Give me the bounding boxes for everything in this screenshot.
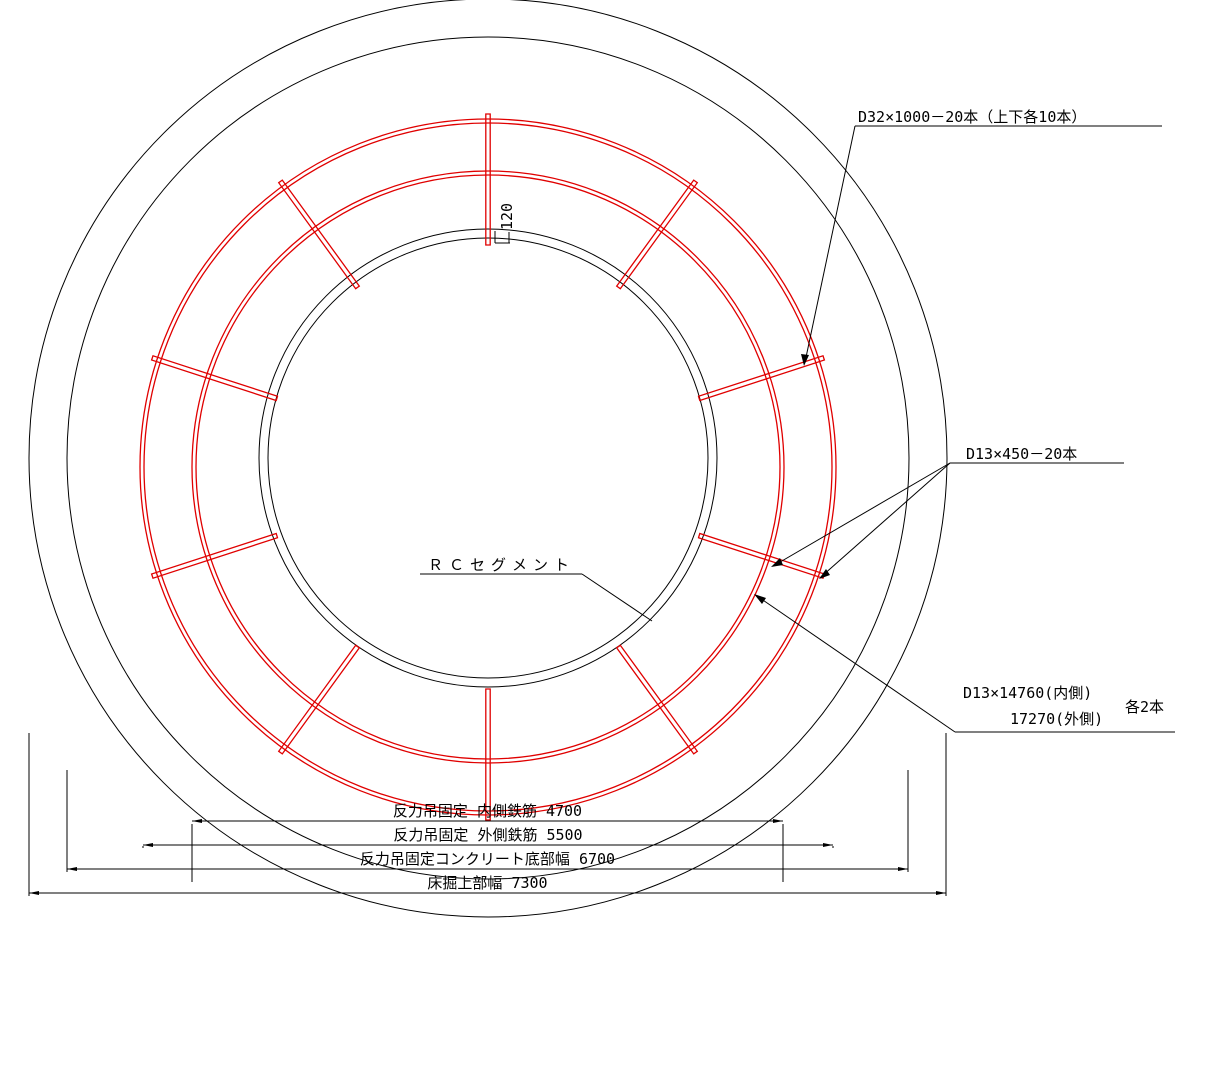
radial-bar-1 [485,113,491,246]
d32-leader: D32×1000－20本（上下各10本） [801,108,1162,366]
ring-outer-label: 17270(外側) [1010,710,1103,728]
excavation-outer-circle [28,0,948,918]
segment-leader: ＲＣセグメント [420,556,653,622]
ring-inner-label: D13×14760(内側) [963,684,1092,702]
rebar-rings [139,118,837,816]
dimension-label-2: 反力吊固定 外側鉄筋 5500 [393,826,582,844]
dimension-3: 反力吊固定コンクリート底部幅 6700 [66,770,909,872]
dimension-1: 反力吊固定 内側鉄筋 4700 [191,802,784,882]
ring-count-label: 各2本 [1125,698,1164,716]
radial-bar-3 [697,354,826,402]
segment-label: ＲＣセグメント [428,556,575,574]
radial-bar-5 [615,644,699,755]
outer-rebar-ring-b [143,122,833,812]
inner-rebar-ring-a [191,170,785,764]
radial-bar-10 [277,179,361,290]
concrete-base-circle [66,36,910,880]
radial-bar-8 [150,532,279,580]
dimension-2: 反力吊固定 外側鉄筋 5500 [142,826,834,848]
radial-bar-2 [615,179,699,290]
dimension-4: 床掘上部幅 7300 [28,733,947,896]
d13-anchor-label: D13×450－20本 [966,445,1077,463]
segment-inner-circle [267,237,709,679]
radial-bar-6 [485,688,491,821]
gap-120-label: 120 [498,203,516,230]
d13-anchor-leader: D13×450－20本 [771,445,1124,579]
radial-bar-4 [697,532,826,580]
dimension-label-4: 床掘上部幅 7300 [427,874,547,892]
ring-bar-leader: D13×14760(内側) 17270(外側) 各2本 [754,594,1175,733]
radial-bars [150,113,826,821]
concrete-outlines [28,0,948,918]
radial-bar-7 [277,644,361,755]
radial-bar-9 [150,354,279,402]
dimension-lines: 反力吊固定 内側鉄筋 4700 反力吊固定 外側鉄筋 5500 反力吊固定コンクリー… [28,733,947,896]
outer-rebar-ring-a [139,118,837,816]
inner-rebar-ring-b [195,174,781,760]
segment-outer-circle [258,228,718,688]
dimension-label-1: 反力吊固定 内側鉄筋 4700 [393,802,582,820]
gap-120-dimension: 120 [494,203,516,244]
d32-bar-label: D32×1000－20本（上下各10本） [858,108,1086,126]
dimension-label-3: 反力吊固定コンクリート底部幅 6700 [360,850,615,868]
